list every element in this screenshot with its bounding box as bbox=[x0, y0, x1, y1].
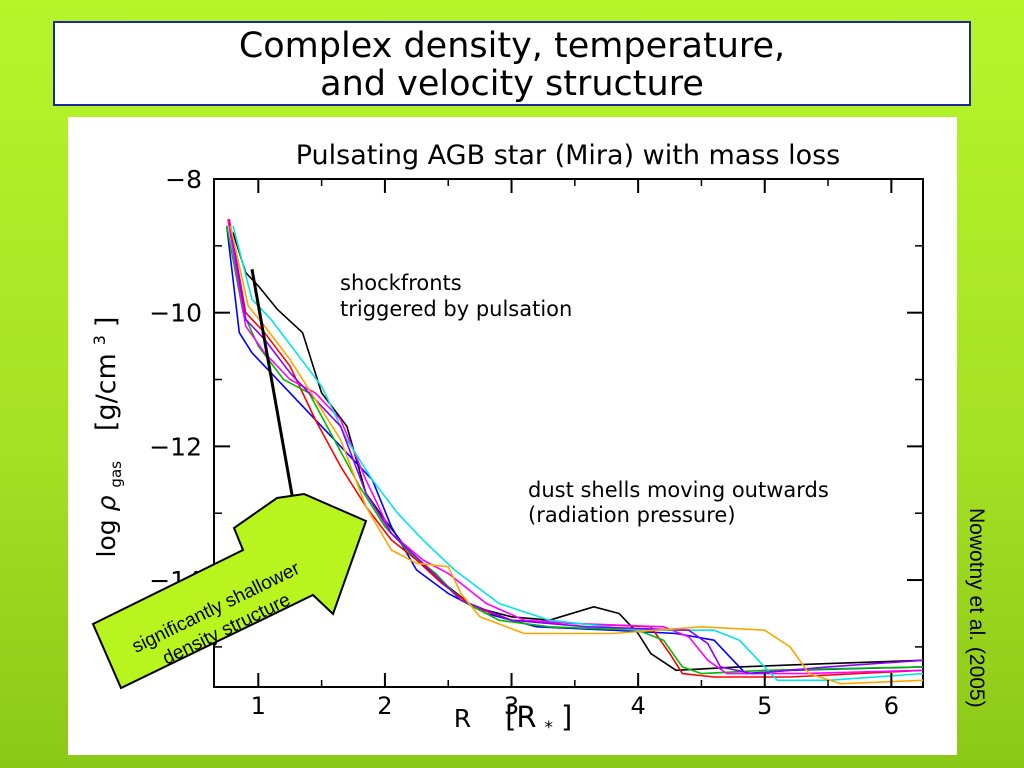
x-axis-label-unit-open: [R bbox=[505, 700, 536, 734]
y-tick-label: −14 bbox=[149, 566, 202, 595]
series-line-6 bbox=[232, 225, 924, 682]
plot-frame bbox=[213, 178, 924, 688]
series-line-1 bbox=[232, 232, 924, 672]
citation-text: Nowotny et al. (2005) bbox=[965, 508, 988, 708]
x-axis-label: R [R * ] bbox=[454, 700, 573, 739]
hydrostatic-line bbox=[250, 268, 301, 534]
series-line-7 bbox=[229, 225, 924, 675]
x-tick-label: 2 bbox=[377, 692, 392, 720]
y-axis-label: log ρ gas [g/cm 3 ] bbox=[82, 317, 127, 558]
y-axis-label-rho: ρ bbox=[92, 495, 121, 511]
annotation-shock-line-2: triggered by pulsation bbox=[340, 297, 572, 321]
density-chart: Pulsating AGB star (Mira) with mass loss… bbox=[82, 140, 924, 739]
ticks-group: 1 2 3 4 5 6 −8 −10 −12 −14 bbox=[149, 165, 923, 720]
y-axis-label-sub: gas bbox=[107, 461, 125, 488]
annotation-dust-line-2: (radiation pressure) bbox=[528, 503, 736, 527]
x-axis-label-unit-sub: * bbox=[544, 718, 553, 738]
slide-title: Complex density, temperature, and veloci… bbox=[53, 21, 971, 106]
series-line-8 bbox=[229, 225, 924, 685]
slide-title-line-2: and velocity structure bbox=[320, 64, 704, 104]
x-axis-label-main: R bbox=[454, 704, 471, 733]
y-axis-label-prefix: log bbox=[92, 511, 121, 557]
y-axis-label-unit: [g/cm bbox=[91, 353, 122, 431]
citation: Nowotny et al. (2005) bbox=[960, 508, 1000, 753]
y-tick-label: −8 bbox=[165, 165, 202, 194]
series-line-4 bbox=[225, 225, 924, 675]
y-axis-label-unit-close: ] bbox=[91, 317, 122, 328]
x-tick-label: 6 bbox=[884, 692, 899, 720]
x-tick-label: 5 bbox=[757, 692, 772, 720]
series-line-5 bbox=[227, 218, 924, 675]
annotation-dust-line-1: dust shells moving outwards bbox=[528, 478, 829, 502]
x-tick-label: 3 bbox=[504, 692, 519, 720]
x-axis-label-unit-close: ] bbox=[561, 700, 572, 734]
chart-title: Pulsating AGB star (Mira) with mass loss bbox=[296, 140, 841, 171]
x-tick-label: 4 bbox=[630, 692, 645, 720]
series-line-3 bbox=[228, 218, 924, 678]
chart-panel: Pulsating AGB star (Mira) with mass loss… bbox=[68, 117, 957, 755]
y-axis-label-unit-sup: 3 bbox=[90, 335, 109, 345]
series-group bbox=[225, 218, 924, 685]
annotation-shock-line-1: shockfronts bbox=[340, 271, 462, 295]
slide-title-line-1: Complex density, temperature, bbox=[238, 26, 786, 66]
series-line-2 bbox=[225, 225, 924, 675]
x-tick-label: 1 bbox=[251, 692, 266, 720]
y-tick-label: −10 bbox=[149, 299, 202, 328]
y-tick-label: −12 bbox=[149, 432, 202, 461]
